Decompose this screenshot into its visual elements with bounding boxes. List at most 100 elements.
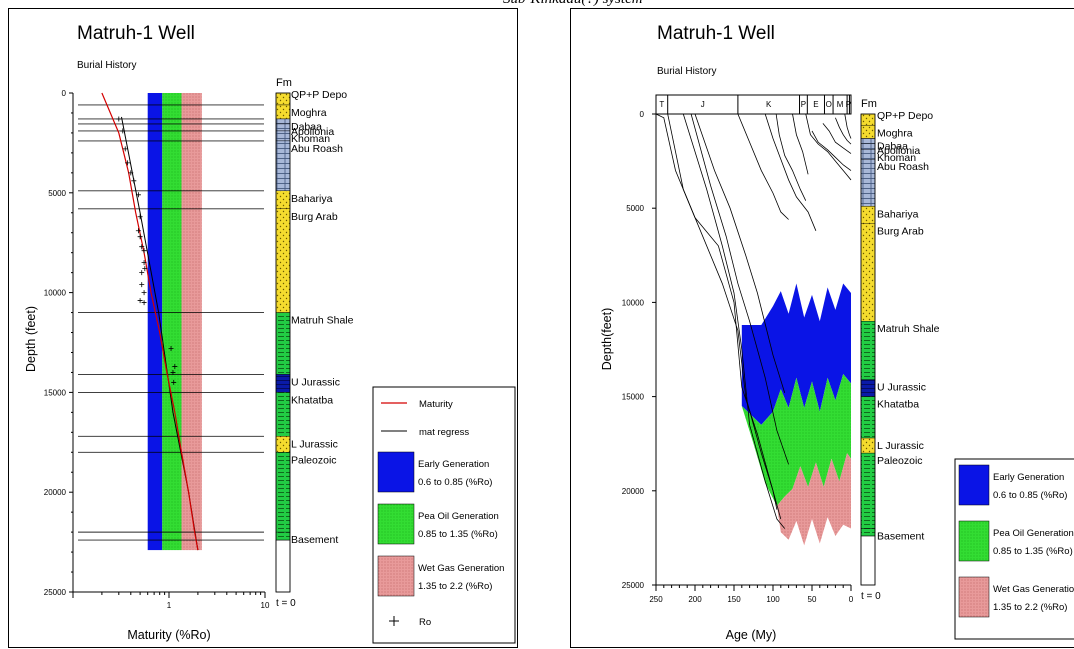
- ro-point-21: [170, 369, 176, 375]
- period-label-3: P: [801, 100, 806, 109]
- burial-curve-8: [792, 113, 809, 175]
- ro-point-4: [128, 170, 134, 176]
- ro-point-14: [139, 270, 145, 276]
- formation-label-11: L Jurassic: [291, 438, 338, 450]
- zone-1: [741, 373, 851, 506]
- formation-label-2: Dabaa: [291, 121, 322, 133]
- burial-curve-4: [694, 113, 786, 393]
- formation-label-4: Khoman: [877, 152, 916, 164]
- burial-curve-10: [811, 130, 852, 171]
- x-tick-label-0: 1: [167, 601, 172, 610]
- ro-point-6: [135, 192, 141, 198]
- legend-zone-range-2: 1.35 to 2.2 (%Ro): [993, 602, 1067, 613]
- formation-label-5: Abu Roash: [877, 161, 929, 173]
- formation-label-6: Bahariya: [291, 193, 333, 205]
- formation-label-2: Dabaa: [877, 140, 908, 152]
- formation-6: [275, 190, 291, 209]
- legend-ro-swatch: [389, 616, 399, 626]
- ro-point-1: [120, 128, 126, 134]
- legend-regress-label: mat regress: [419, 427, 469, 438]
- burial-curve-13: [844, 113, 852, 139]
- formation-label-13: Basement: [877, 530, 924, 542]
- formation-2: [275, 118, 291, 125]
- y-tick-label-0: 0: [62, 89, 67, 98]
- legend-band-swatch-1: [377, 503, 415, 545]
- formation-label-13: Basement: [291, 534, 338, 546]
- formation-10: [275, 392, 291, 437]
- figure-caption: Sub-Kinkadu(?) system: [503, 0, 803, 8]
- legend-band-range-2: 1.35 to 2.2 (%Ro): [418, 581, 492, 592]
- burial-curve-7: [775, 113, 807, 201]
- formation-label-3: Apollonia: [291, 126, 334, 138]
- formation-column-frame: [275, 92, 291, 593]
- formation-5: [860, 159, 876, 207]
- legend-maturity-label: Maturity: [419, 399, 453, 410]
- ro-point-16: [141, 290, 147, 296]
- formation-label-1: Moghra: [877, 127, 913, 139]
- formation-7: [275, 208, 291, 313]
- ro-point-22: [171, 379, 177, 385]
- ro-point-13: [142, 266, 148, 272]
- burial-curve-9: [805, 113, 852, 181]
- band-1: [162, 93, 182, 551]
- y-tick-label-2: 10000: [622, 298, 645, 307]
- band-2: [181, 93, 202, 551]
- ro-point-10: [139, 244, 145, 250]
- ro-point-0: [116, 116, 122, 122]
- zone-0: [741, 283, 851, 425]
- x-tick-label-5: 0: [849, 595, 854, 604]
- formation-column-header: Fm: [276, 77, 292, 89]
- legend: Maturity mat regress Early Generation 0.6 t…: [372, 386, 516, 644]
- formation-5: [275, 140, 291, 192]
- burial-curve-12: [835, 117, 852, 145]
- formation-3: [860, 143, 876, 150]
- ro-point-11: [141, 248, 147, 254]
- formation-label-12: Paleozoic: [877, 455, 923, 467]
- legend-zone-range-0: 0.6 to 0.85 (%Ro): [993, 490, 1067, 501]
- formation-label-3: Apollonia: [877, 145, 920, 157]
- formation-11: [860, 437, 876, 454]
- period-label-5: O: [826, 100, 832, 109]
- burial-curve-11: [822, 123, 852, 154]
- chart-subtitle: Burial History: [657, 66, 716, 77]
- legend-ro-label: Ro: [419, 617, 431, 628]
- formation-column-footer: t = 0: [276, 598, 296, 609]
- maturity-depth-chart: Matruh-1 Well Burial History 0 5000 10000 150…: [24, 23, 516, 644]
- ro-point-7: [137, 214, 143, 220]
- legend-zone-swatch-2: [958, 576, 990, 618]
- legend-band-range-0: 0.6 to 0.85 (%Ro): [418, 477, 492, 488]
- formation-label-8: Matruh Shale: [877, 323, 940, 335]
- formation-10: [860, 396, 876, 439]
- y-tick-label-4: 20000: [44, 488, 67, 497]
- x-axis-label: Age (My): [726, 628, 777, 642]
- legend-band-name-0: Early Generation: [418, 459, 489, 470]
- formation-4: [860, 149, 876, 160]
- formation-12: [860, 452, 876, 529]
- formation-label-9: U Jurassic: [877, 382, 926, 394]
- formation-0: [860, 113, 876, 126]
- period-label-2: K: [766, 100, 772, 109]
- legend-zone-name-1: Pea Oil Generation: [993, 528, 1074, 539]
- x-tick-label-4: 50: [808, 595, 817, 604]
- y-axis-label: Depth (feet): [24, 306, 38, 372]
- chart-title: Matruh-1 Well: [657, 23, 775, 44]
- y-tick-label-4: 20000: [622, 487, 645, 496]
- formation-1: [275, 104, 291, 120]
- formation-label-7: Burg Arab: [877, 225, 924, 237]
- x-tick-label-1: 200: [688, 595, 702, 604]
- period-band: [655, 94, 852, 115]
- ro-point-2: [122, 146, 128, 152]
- legend-band-name-2: Wet Gas Generation: [418, 563, 504, 574]
- formation-7: [860, 223, 876, 322]
- period-label-0: T: [659, 100, 664, 109]
- period-label-4: E: [813, 100, 818, 109]
- formation-6: [860, 206, 876, 224]
- legend-zone-swatch-0: [958, 464, 990, 506]
- ro-point-5: [131, 178, 137, 184]
- burial-curve-2: [682, 113, 786, 529]
- formation-label-5: Abu Roash: [291, 143, 343, 155]
- formation-label-1: Moghra: [291, 107, 327, 119]
- formation-8: [860, 321, 876, 380]
- x-tick-label-2: 150: [727, 595, 741, 604]
